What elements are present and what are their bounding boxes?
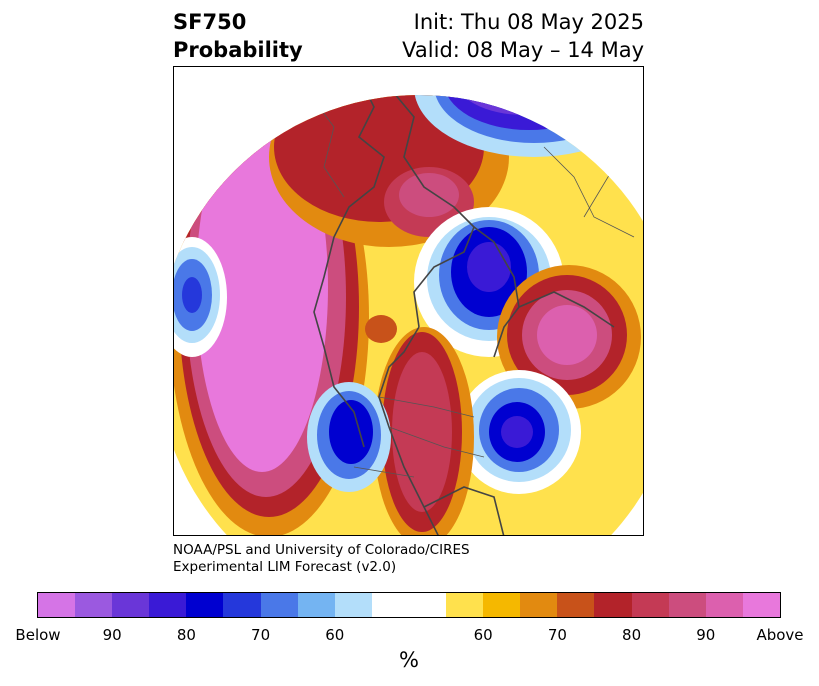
colorbar-segment-above-7	[668, 593, 706, 617]
colorbar-segment-above-4	[557, 593, 595, 617]
colorbar-segment-above-8	[705, 593, 743, 617]
title-variable: SF750	[173, 10, 247, 34]
colorbar-segment-below-8	[297, 593, 335, 617]
west-pacific-below-region	[174, 237, 227, 357]
colorbar-segment-above-1	[446, 593, 484, 617]
colorbar-segment-below-1	[38, 593, 76, 617]
colorbar-tick-label: 60	[473, 626, 493, 644]
valid-range: Valid: 08 May – 14 May	[402, 38, 644, 62]
colorbar-segment-below-9	[334, 593, 372, 617]
colorbar-segment-below-5	[186, 593, 224, 617]
colorbar-tick-label: 90	[696, 626, 716, 644]
colorbar-segment-below-6	[223, 593, 261, 617]
credit-line-2: Experimental LIM Forecast (v2.0)	[173, 559, 397, 575]
credit-line-1: NOAA/PSL and University of Colorado/CIRE…	[173, 542, 470, 558]
colorbar-segment-above-6	[631, 593, 669, 617]
colorbar-tick-label: 60	[325, 626, 345, 644]
colorbar-segment-above-2	[483, 593, 521, 617]
colorbar-segment-below-2	[75, 593, 113, 617]
title-block-right: Init: Thu 08 May 2025 Valid: 08 May – 14…	[402, 8, 644, 64]
colorbar-segment-above-3	[520, 593, 558, 617]
colorbar-tick-label: 70	[251, 626, 271, 644]
colorbar	[37, 592, 781, 618]
atlantic-below-region	[457, 370, 581, 494]
credit-text: NOAA/PSL and University of Colorado/CIRE…	[173, 542, 470, 576]
title-block-left: SF750 Probability	[173, 8, 303, 64]
init-date: Init: Thu 08 May 2025	[413, 10, 644, 34]
colorbar-segment-neutral	[371, 593, 447, 617]
colorbar-tick-label: Above	[756, 626, 804, 644]
colorbar-segment-above-5	[594, 593, 632, 617]
colorbar-tick-label: Below	[15, 626, 61, 644]
colorbar-tick-label: 80	[622, 626, 642, 644]
colorbar-segment-below-7	[260, 593, 298, 617]
map-canvas	[174, 95, 643, 535]
west-america-below-region	[307, 382, 391, 492]
colorbar-tick-label: 90	[102, 626, 122, 644]
forecast-map	[173, 66, 644, 536]
small-above-spot	[365, 315, 397, 343]
colorbar-tick-label: 70	[547, 626, 567, 644]
title-quantity: Probability	[173, 38, 303, 62]
colorbar-segment-below-3	[112, 593, 150, 617]
probability-field	[174, 95, 643, 535]
colorbar-segment-below-4	[149, 593, 187, 617]
colorbar-unit-label: %	[399, 648, 419, 672]
colorbar-segment-above-9	[742, 593, 780, 617]
coastlines	[313, 95, 615, 535]
colorbar-tick-label: 80	[176, 626, 196, 644]
